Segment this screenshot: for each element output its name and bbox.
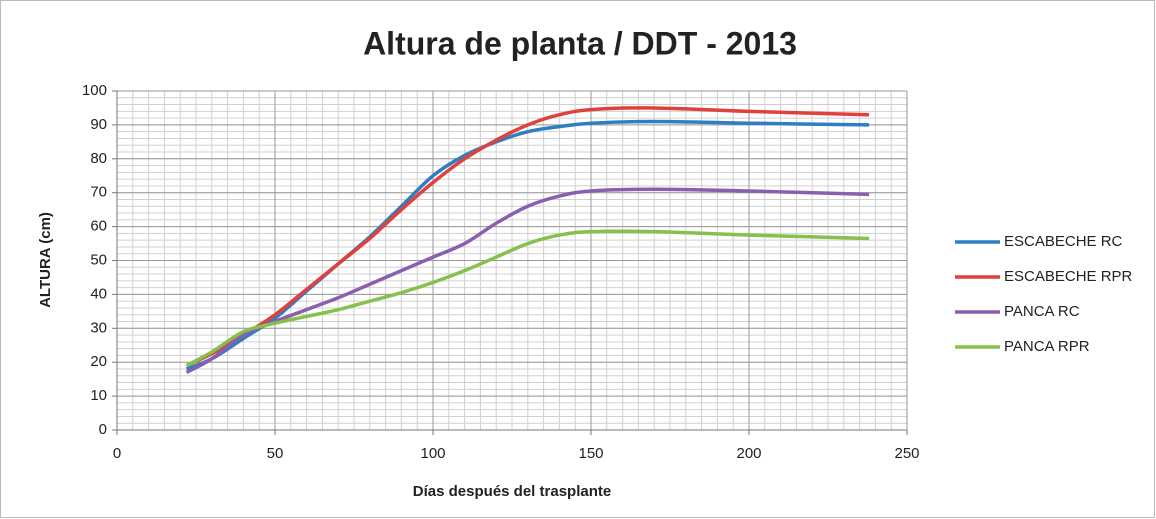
legend-label: ESCABECHE RC [1004,233,1123,250]
x-tick-label: 50 [267,445,284,462]
y-tick-label: 70 [90,184,107,201]
legend-label: PANCA RC [1004,303,1080,320]
series-line [185,229,870,368]
x-tick-label: 150 [578,445,603,462]
x-tick-label: 0 [113,445,121,462]
series-line [185,106,870,368]
y-tick-label: 20 [90,353,107,370]
y-tick-label: 60 [90,218,107,235]
y-tick-label: 30 [90,319,107,336]
legend-label: PANCA RPR [1004,338,1090,355]
y-tick-label: 80 [90,150,107,167]
y-axis-label: ALTURA (cm) [37,212,54,308]
x-tick-label: 200 [736,445,761,462]
y-tick-label: 90 [90,116,107,133]
x-tick-label: 100 [420,445,445,462]
x-axis-label: Días después del trasplante [413,483,611,500]
y-tick-label: 40 [90,285,107,302]
y-tick-label: 50 [90,251,107,268]
chart-title: Altura de planta / DDT - 2013 [363,25,797,61]
y-tick-label: 100 [82,82,107,99]
y-tick-label: 0 [99,421,107,438]
y-tick-label: 10 [90,387,107,404]
x-tick-label: 250 [894,445,919,462]
legend-label: ESCABECHE RPR [1004,268,1133,285]
